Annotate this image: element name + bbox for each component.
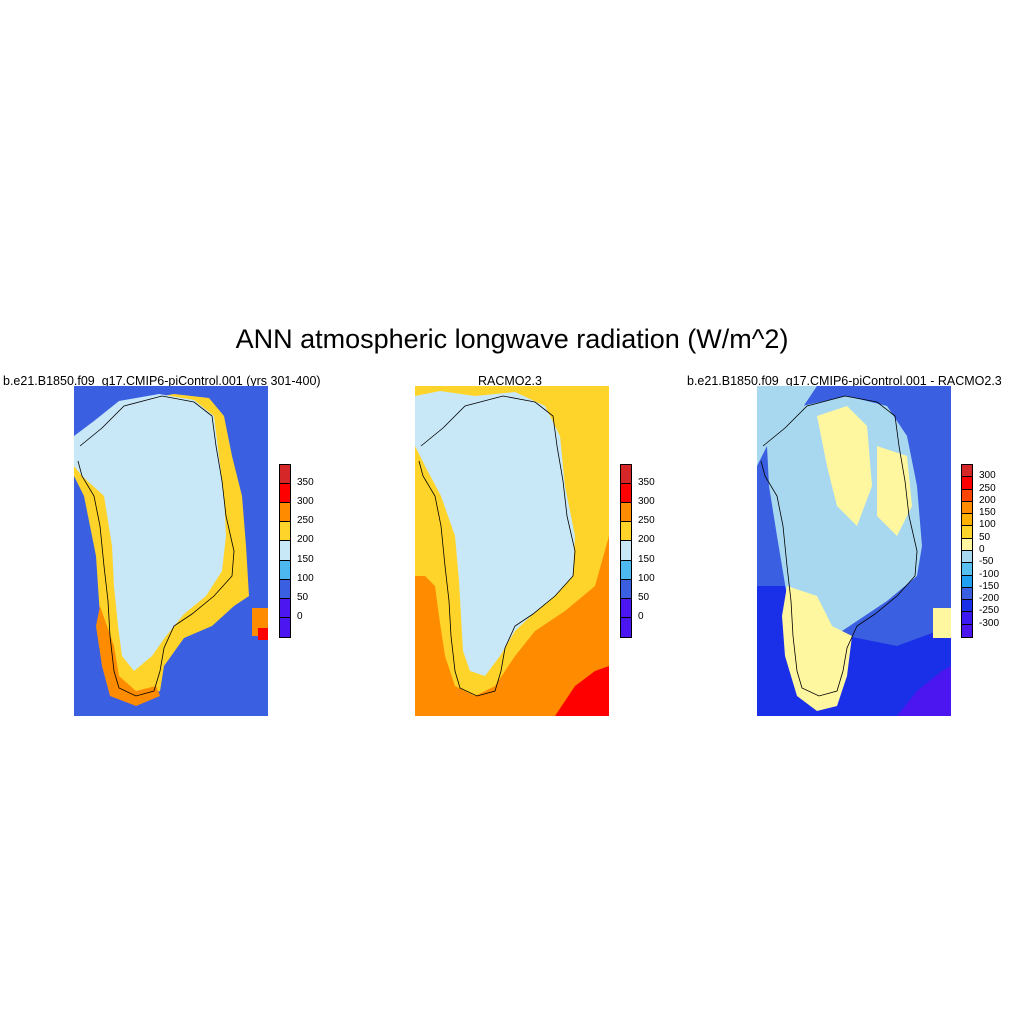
panel-2-colorbar: [620, 464, 632, 638]
colorbar-cell: [962, 538, 972, 551]
panel-3-map: [757, 386, 951, 716]
colorbar-tick-label: 300: [979, 470, 996, 482]
colorbar-cell: [962, 489, 972, 502]
panel-2-map: [415, 386, 609, 716]
colorbar-tick-label: 0: [297, 610, 303, 622]
colorbar-tick-label: -100: [979, 568, 1000, 580]
panel-1-title: b.e21.B1850.f09_g17.CMIP6-piControl.001 …: [3, 374, 321, 388]
coastline: [77, 395, 235, 697]
colorbar-cell: [621, 617, 631, 637]
southern-rim: [96, 606, 160, 706]
far-south: [897, 666, 951, 716]
figure-title: ANN atmospheric longwave radiation (W/m^…: [235, 324, 789, 354]
colorbar-cell: [962, 563, 972, 576]
colorbar-tick-label: 150: [297, 553, 314, 565]
colorbar-cell: [962, 575, 972, 588]
colorbar-cell: [621, 503, 631, 523]
ice-sheet: [74, 394, 226, 671]
colorbar-tick-label: 250: [979, 482, 996, 494]
colorbar-cell: [962, 501, 972, 515]
red-corner: [555, 666, 609, 716]
colorbar-tick-label: 350: [638, 477, 655, 489]
colorbar-tick-label: 50: [979, 531, 991, 543]
colorbar-tick-label: -300: [979, 617, 1000, 629]
colorbar-tick-label: 150: [638, 553, 655, 565]
colorbar-cell: [962, 624, 972, 637]
colorbar-tick-label: 50: [638, 591, 650, 603]
colorbar-cell: [962, 612, 972, 625]
colorbar-cell: [280, 617, 290, 637]
colorbar-cell: [621, 598, 631, 618]
colorbar-cell: [962, 477, 972, 490]
colorbar-tick-label: 150: [979, 507, 996, 519]
colorbar-tick-label: 250: [638, 515, 655, 527]
panel-1-map: [74, 386, 268, 716]
colorbar-tick-label: 0: [638, 610, 644, 622]
colorbar-cell: [621, 465, 631, 485]
colorbar-cell: [962, 587, 972, 601]
colorbar-tick-label: 200: [979, 494, 996, 506]
colorbar-tick-label: -150: [979, 580, 1000, 592]
colorbar-cell: [962, 550, 972, 564]
colorbar-tick-label: 250: [297, 515, 314, 527]
panel-3-title: b.e21.B1850.f09_g17.CMIP6-piControl.001 …: [687, 374, 1002, 388]
colorbar-cell: [280, 598, 290, 618]
colorbar-tick-label: 100: [979, 519, 996, 531]
colorbar-cell: [621, 541, 631, 561]
colorbar-tick-label: 100: [297, 572, 314, 584]
colorbar-tick-label: 50: [297, 591, 309, 603]
colorbar-cell: [280, 579, 290, 599]
colorbar-cell: [621, 484, 631, 504]
colorbar-cell: [621, 579, 631, 599]
colorbar-tick-label: 200: [638, 534, 655, 546]
panel-2-title: RACMO2.3: [478, 374, 542, 388]
colorbar-cell: [962, 465, 972, 478]
colorbar-tick-label: 0: [979, 544, 985, 555]
ice-sheet: [415, 391, 575, 676]
colorbar-tick-label: 350: [297, 477, 314, 489]
colorbar-cell: [962, 526, 972, 539]
colorbar-tick-label: -50: [979, 556, 994, 568]
colorbar-cell: [280, 484, 290, 504]
colorbar-cell: [280, 465, 290, 485]
colorbar-cell: [962, 600, 972, 613]
coastline: [760, 395, 918, 697]
colorbar-cell: [280, 503, 290, 523]
colorbar-tick-label: 200: [297, 534, 314, 546]
colorbar-cell: [280, 522, 290, 542]
colorbar-tick-label: 300: [297, 496, 314, 508]
colorbar-cell: [621, 522, 631, 542]
colorbar-tick-label: 100: [638, 572, 655, 584]
colorbar-tick-label: -200: [979, 593, 1000, 605]
colorbar-cell: [280, 560, 290, 580]
colorbar-tick-label: -250: [979, 605, 1000, 617]
colorbar-cell: [621, 560, 631, 580]
panel-1-colorbar: [279, 464, 291, 638]
colorbar-cell: [280, 541, 290, 561]
coastline: [418, 395, 576, 697]
colorbar-cell: [962, 514, 972, 527]
panel-3-colorbar: [961, 464, 973, 638]
colorbar-tick-label: 300: [638, 496, 655, 508]
